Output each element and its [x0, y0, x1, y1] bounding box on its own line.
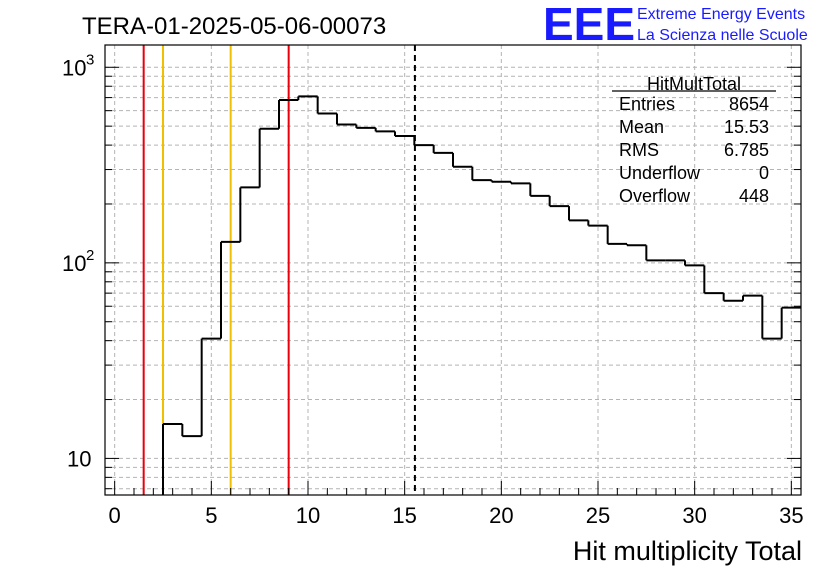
x-tick-label: 20	[489, 503, 513, 528]
y-tick-label: 10 3	[62, 51, 94, 80]
x-axis-title: Hit multiplicity Total	[573, 536, 802, 566]
eee-logo: EEE Extreme Energy Events La Scienza nel…	[543, 0, 808, 50]
logo-letters: EEE	[543, 0, 635, 50]
y-tick-label: 10	[67, 446, 91, 471]
x-tick-labels: 0 5 10 15 20 25 30 35	[109, 503, 804, 528]
stats-row-value: 6.785	[724, 140, 769, 160]
y-tick-base: 10	[62, 251, 86, 276]
chart-title: TERA-01-2025-05-06-00073	[82, 13, 386, 40]
x-tick-label: 0	[109, 503, 121, 528]
stats-row-label: Overflow	[619, 186, 691, 206]
x-tick-label: 35	[779, 503, 803, 528]
stats-row: Overflow 448	[619, 186, 769, 206]
stats-row-label: Entries	[619, 94, 675, 114]
logo-line-2: La Scienza nelle Scuole	[637, 27, 808, 44]
stats-row-value: 448	[739, 186, 769, 206]
stats-row-label: Underflow	[619, 163, 701, 183]
stats-row-label: RMS	[619, 140, 659, 160]
marker-lines	[142, 45, 416, 495]
histogram-bins	[162, 95, 801, 495]
axis-ticks	[105, 66, 801, 495]
stats-row: RMS 6.785	[619, 140, 769, 160]
x-tick-label: 5	[205, 503, 217, 528]
logo-line-1: Extreme Energy Events	[637, 6, 805, 23]
stats-row: Underflow 0	[619, 163, 769, 183]
stats-row-value: 15.53	[724, 117, 769, 137]
stats-row-label: Mean	[619, 117, 664, 137]
stats-row: Mean 15.53	[619, 117, 769, 137]
stats-row-value: 8654	[729, 94, 769, 114]
stats-box: HitMultTotal Entries 8654 Mean 15.53 RMS 6.78…	[612, 74, 776, 206]
stats-row: Entries 8654	[619, 94, 769, 114]
y-tick-exponent: 3	[86, 51, 94, 68]
stats-row-value: 0	[759, 163, 769, 183]
x-tick-label: 15	[392, 503, 416, 528]
x-tick-label: 30	[682, 503, 706, 528]
y-tick-base: 10	[62, 55, 86, 80]
stats-box-title: HitMultTotal	[647, 74, 741, 94]
x-tick-label: 10	[296, 503, 320, 528]
y-tick-exponent: 2	[86, 247, 94, 264]
y-tick-label: 10 2	[62, 247, 94, 276]
y-tick-base: 10	[67, 446, 91, 471]
plot-frame	[104, 44, 802, 496]
x-tick-label: 25	[586, 503, 610, 528]
